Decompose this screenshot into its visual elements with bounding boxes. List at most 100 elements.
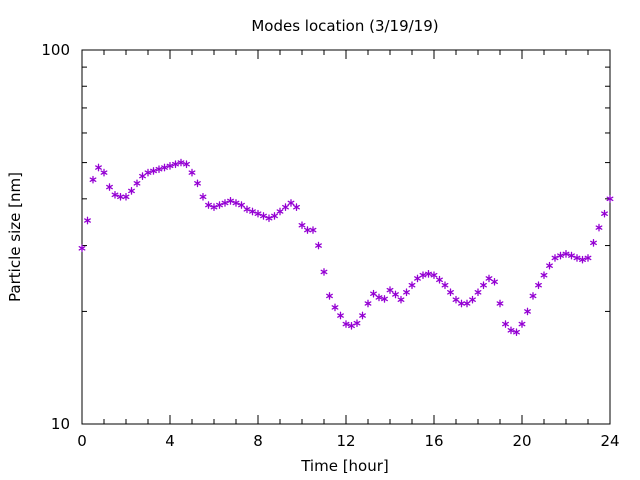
data-point (557, 251, 564, 260)
data-point (276, 207, 284, 216)
x-tick-label: 16 (424, 432, 443, 450)
data-point (265, 214, 273, 223)
data-point (535, 281, 542, 290)
data-point (106, 183, 113, 191)
data-point (144, 168, 152, 177)
data-point (562, 250, 570, 258)
data-point (370, 289, 377, 298)
data-point (590, 239, 597, 247)
data-point (496, 299, 504, 308)
data-point (309, 226, 317, 234)
data-point (298, 221, 306, 230)
data-point (469, 295, 476, 304)
data-point (551, 254, 559, 262)
data-point (529, 292, 537, 300)
x-tick-label: 20 (512, 432, 531, 450)
data-point (573, 254, 581, 262)
data-point (447, 288, 454, 297)
data-point (353, 319, 361, 328)
data-point (133, 179, 141, 188)
data-point (227, 197, 234, 205)
data-point (502, 320, 509, 328)
data-point (150, 167, 157, 175)
data-point (348, 321, 355, 330)
data-point (304, 226, 311, 234)
data-point (601, 209, 608, 218)
data-point (452, 295, 460, 304)
data-point (485, 274, 493, 283)
y-tick-label: 100 (41, 41, 70, 59)
data-point (260, 212, 267, 220)
data-point (122, 192, 130, 201)
data-point (315, 241, 322, 250)
x-tick-label: 12 (336, 432, 355, 450)
x-tick-label: 24 (600, 432, 619, 450)
data-point (463, 299, 471, 308)
x-tick-label: 4 (165, 432, 175, 450)
data-point (155, 165, 163, 174)
data-point (232, 199, 240, 207)
data-point (546, 261, 553, 270)
data-point (326, 292, 333, 300)
data-point (397, 295, 405, 304)
data-point (89, 175, 97, 184)
data-point (293, 203, 300, 212)
data-point (381, 295, 388, 303)
data-point (271, 212, 278, 220)
data-point (491, 277, 498, 286)
data-point (172, 160, 179, 169)
data-series (78, 158, 614, 337)
data-point (408, 281, 416, 290)
data-point (199, 192, 207, 201)
data-point (342, 320, 350, 328)
data-point (375, 293, 383, 302)
data-point (364, 299, 372, 308)
data-point (419, 271, 427, 280)
data-point (166, 162, 174, 170)
data-point (194, 179, 201, 188)
data-point (414, 274, 421, 283)
data-point (243, 205, 251, 214)
plot-frame (81, 49, 611, 425)
data-point (425, 270, 432, 278)
data-point (606, 194, 614, 203)
data-point (111, 190, 119, 199)
data-point (540, 271, 548, 280)
x-tick-label: 0 (77, 432, 87, 450)
data-point (441, 281, 449, 290)
data-point (568, 251, 575, 260)
data-point (100, 168, 108, 177)
y-axis-ticks: 10 100 (41, 41, 610, 433)
data-point (331, 303, 339, 312)
x-axis-label: Time [hour] (300, 457, 389, 475)
data-point (320, 268, 328, 276)
data-point (117, 192, 124, 201)
data-point (430, 271, 438, 280)
y-tick-label: 10 (51, 415, 70, 433)
data-point (183, 160, 190, 169)
data-point (507, 326, 515, 335)
data-point (480, 281, 487, 290)
data-point (188, 168, 196, 177)
data-point (139, 172, 146, 180)
chart-title: Modes location (3/19/19) (251, 17, 438, 35)
data-point (205, 201, 212, 209)
data-point (595, 223, 603, 232)
data-point (513, 328, 520, 337)
data-point (392, 290, 399, 299)
data-point (254, 209, 262, 218)
x-axis-ticks: 0 4 8 12 16 20 24 (77, 50, 620, 450)
data-point (584, 254, 592, 262)
data-point (518, 320, 526, 328)
data-point (282, 203, 289, 212)
data-point (210, 203, 218, 212)
data-point (524, 307, 531, 316)
data-point (249, 207, 256, 216)
data-point (436, 275, 443, 284)
data-point (238, 201, 245, 209)
y-axis-label: Particle size [nm] (6, 172, 24, 302)
data-point (161, 163, 168, 172)
data-point (386, 286, 394, 294)
data-point (337, 311, 344, 320)
